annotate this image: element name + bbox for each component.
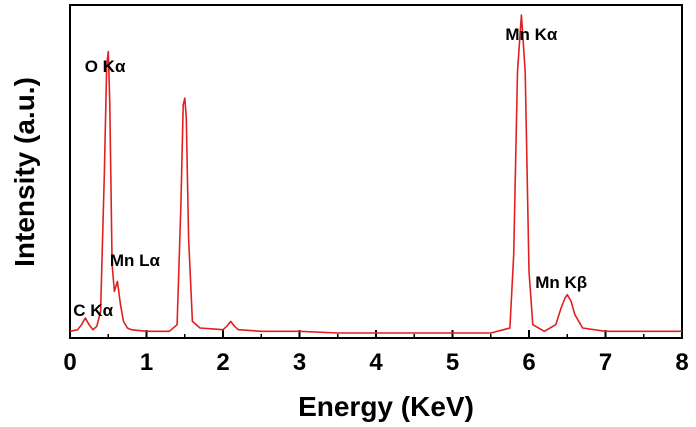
peak-label: Mn Kβ	[535, 273, 587, 292]
x-tick-label: 0	[63, 349, 76, 376]
peak-label: Mn Kα	[505, 25, 558, 44]
x-tick-label: 1	[140, 349, 153, 376]
x-axis-title: Energy (KeV)	[298, 391, 474, 422]
x-tick-label: 7	[599, 349, 612, 376]
peak-label: O Kα	[85, 57, 126, 76]
x-tick-label: 3	[293, 349, 306, 376]
peak-label: Mn Lα	[110, 251, 161, 270]
x-tick-label: 6	[522, 349, 535, 376]
x-tick-label: 5	[446, 349, 459, 376]
x-tick-label: 8	[675, 349, 688, 376]
peak-label: C Kα	[73, 301, 113, 320]
spectrum-line	[69, 14, 682, 334]
x-tick-label: 2	[216, 349, 229, 376]
plot-frame	[69, 4, 683, 339]
y-axis-title: Intensity (a.u.)	[9, 77, 40, 267]
x-axis-tick-labels: 0 1 2 3 4 5 6 7 8	[63, 349, 688, 376]
x-tick-label: 4	[369, 349, 383, 376]
peak-labels: C Kα O Kα Mn Lα Mn Kα Mn Kβ	[73, 25, 587, 320]
x-axis-ticks	[69, 330, 683, 338]
